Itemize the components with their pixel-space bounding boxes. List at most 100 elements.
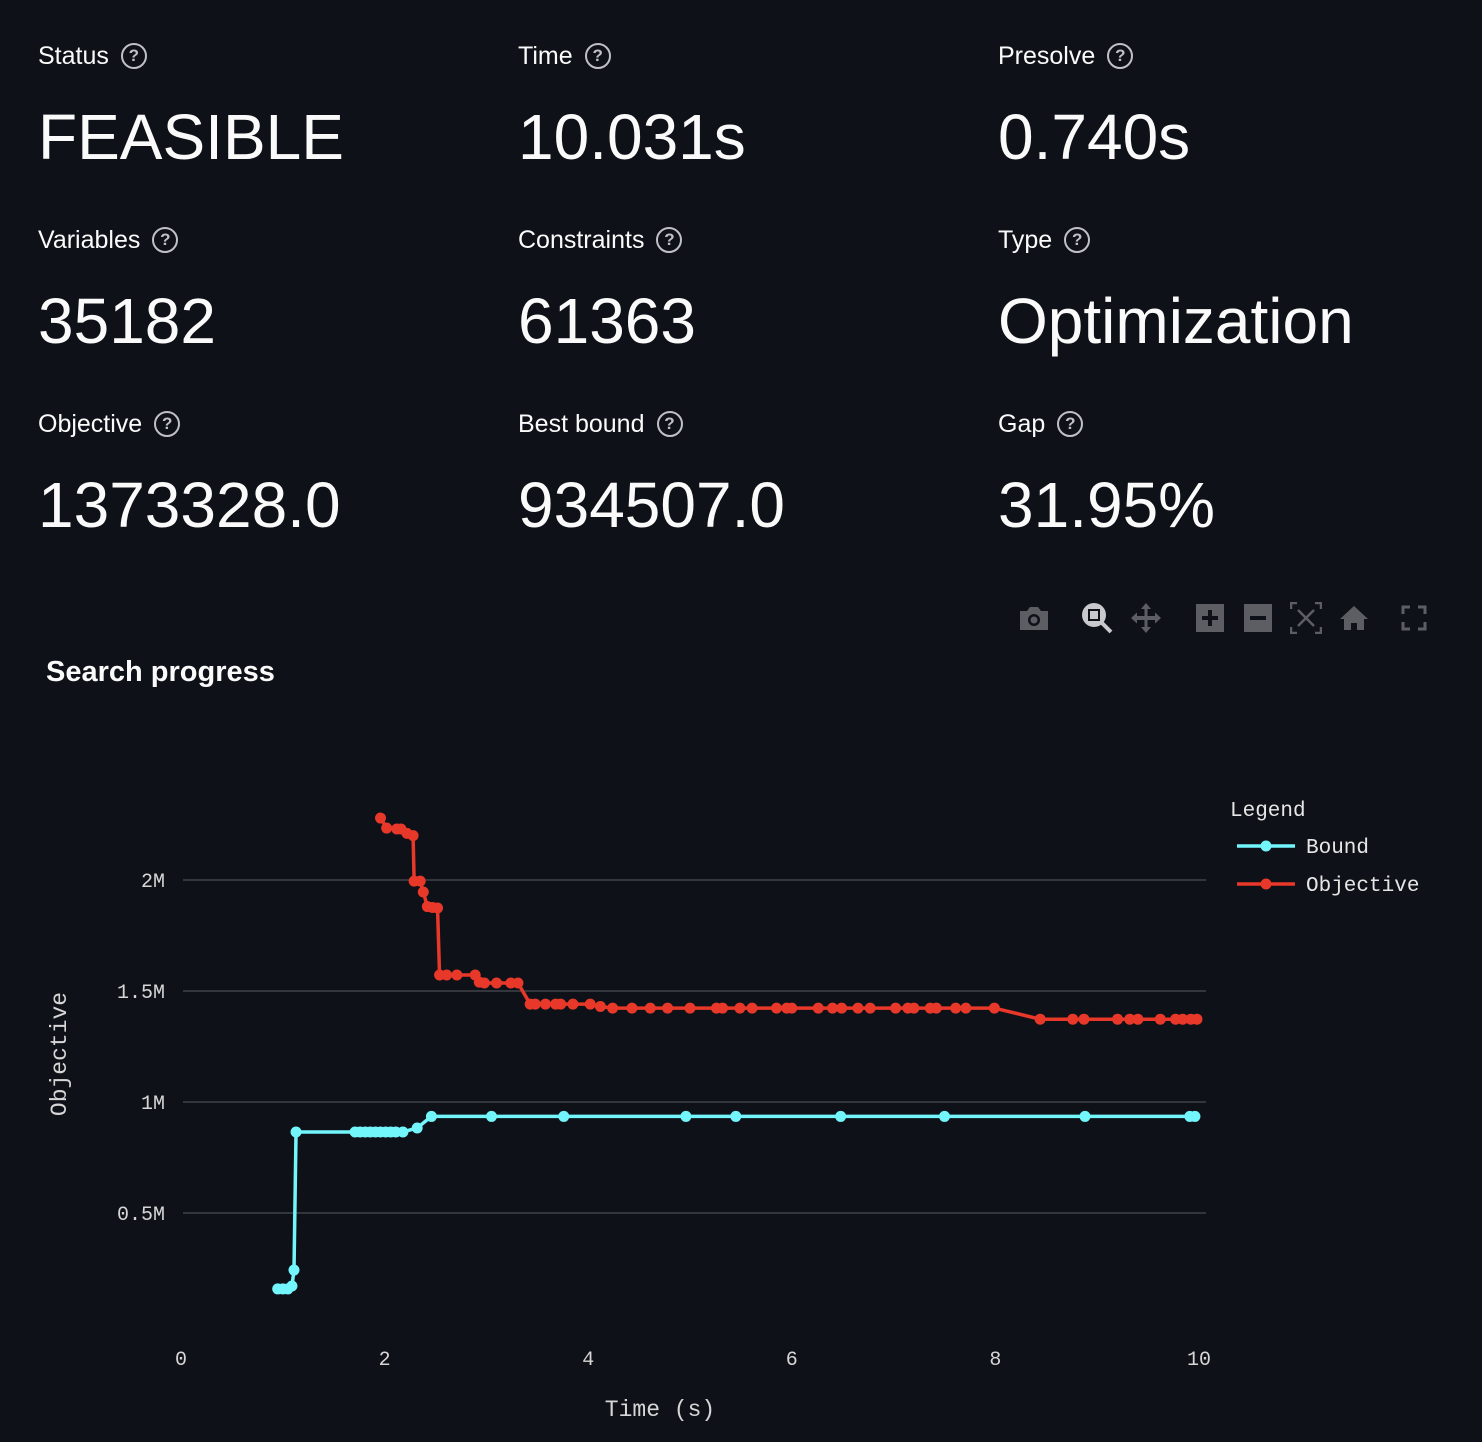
metric-best-bound: Best bound? 934507.0: [518, 408, 978, 541]
metric-label-text: Time: [518, 41, 573, 70]
help-icon[interactable]: ?: [656, 411, 683, 437]
legend-item: Bound: [1306, 837, 1369, 860]
data-point: [835, 1110, 847, 1122]
x-tick-label: 10: [1187, 1349, 1211, 1372]
data-point: [930, 1002, 942, 1014]
data-point: [417, 886, 429, 898]
data-point: [786, 1002, 798, 1014]
data-point: [1154, 1013, 1166, 1025]
data-point: [414, 875, 426, 887]
data-point: [960, 1002, 972, 1014]
legend-marker: [1260, 878, 1272, 890]
help-icon[interactable]: ?: [120, 43, 147, 69]
metric-label: Status?: [38, 40, 498, 72]
y-tick-label: 0.5M: [117, 1204, 165, 1227]
metric-label: Constraints?: [518, 224, 978, 256]
zoom-in-icon[interactable]: [1192, 600, 1228, 636]
data-point: [411, 1122, 423, 1134]
zoom-icon[interactable]: [1079, 600, 1115, 636]
data-point: [485, 1110, 497, 1122]
metric-label-text: Status: [38, 41, 109, 70]
data-point: [1079, 1110, 1091, 1122]
metric-label: Objective?: [38, 408, 498, 440]
metric-type: Type? Optimization: [998, 224, 1458, 357]
x-tick-label: 4: [582, 1349, 594, 1372]
data-point: [381, 822, 393, 834]
data-point: [680, 1110, 692, 1122]
camera-icon[interactable]: [1016, 600, 1052, 636]
data-point: [529, 998, 541, 1010]
y-tick-label: 2M: [141, 871, 165, 894]
data-point: [939, 1110, 950, 1122]
help-icon[interactable]: ?: [152, 227, 179, 253]
data-point: [836, 1002, 848, 1014]
help-icon[interactable]: ?: [1064, 227, 1091, 253]
metric-value: 10.031s: [518, 101, 746, 173]
y-axis-title: Objective: [47, 992, 73, 1116]
metric-label: Best bound?: [518, 408, 978, 440]
metric-label: Variables?: [38, 224, 498, 256]
metric-variables: Variables? 35182: [38, 224, 498, 357]
metric-objective: Objective? 1373328.0: [38, 408, 498, 541]
series-line: [277, 1114, 1195, 1291]
metric-value: Optimization: [998, 285, 1354, 357]
data-point: [684, 1002, 696, 1014]
metric-label-text: Best bound: [518, 409, 645, 438]
data-point: [734, 1002, 746, 1014]
series-line: [379, 817, 1197, 1021]
data-point: [584, 998, 596, 1010]
data-point: [441, 969, 453, 981]
help-icon[interactable]: ?: [1057, 411, 1084, 437]
help-icon[interactable]: ?: [656, 227, 683, 253]
x-tick-label: 2: [379, 1349, 391, 1372]
metric-value: 934507.0: [518, 469, 785, 541]
legend-marker: [1260, 840, 1272, 852]
metric-presolve: Presolve? 0.740s: [998, 40, 1458, 173]
data-point: [1078, 1013, 1090, 1025]
y-tick-label: 1M: [141, 1093, 165, 1116]
metric-value: 61363: [518, 285, 696, 357]
data-point: [491, 977, 503, 989]
metric-label: Type?: [998, 224, 1458, 256]
legend-title: Legend: [1230, 800, 1306, 823]
help-icon[interactable]: ?: [154, 411, 181, 437]
x-axis-title: Time (s): [605, 1397, 715, 1423]
fullscreen-icon[interactable]: [1396, 600, 1432, 636]
metric-value: 31.95%: [998, 469, 1216, 541]
data-point: [1034, 1013, 1046, 1025]
data-point: [1189, 1110, 1201, 1122]
data-point: [375, 812, 387, 824]
data-point: [988, 1002, 1000, 1014]
data-point: [478, 977, 490, 989]
data-point: [567, 998, 579, 1010]
data-point: [730, 1110, 742, 1122]
metric-status: Status? FEASIBLE: [38, 40, 498, 173]
data-point: [288, 1264, 300, 1276]
search-progress-chart[interactable]: 0.5M 1M 1.5M 2M 0 2 4 6 8 10 Time (s) Objective Boun…: [0, 700, 1482, 1442]
data-point: [1067, 1013, 1079, 1025]
home-icon[interactable]: [1336, 600, 1372, 636]
data-point: [1191, 1013, 1203, 1025]
metric-value: 35182: [38, 285, 216, 357]
zoom-out-icon[interactable]: [1240, 600, 1276, 636]
metric-label-text: Objective: [38, 409, 143, 438]
data-point: [908, 1002, 920, 1014]
metric-label: Gap?: [998, 408, 1458, 440]
metric-gap: Gap? 31.95%: [998, 408, 1458, 541]
data-point: [512, 977, 524, 989]
metric-constraints: Constraints? 61363: [518, 224, 978, 357]
help-icon[interactable]: ?: [1107, 43, 1134, 69]
metric-label-text: Variables: [38, 225, 141, 254]
data-point: [827, 1002, 839, 1014]
data-point: [286, 1280, 298, 1292]
data-point: [852, 1002, 864, 1014]
data-point: [812, 1002, 824, 1014]
help-icon[interactable]: ?: [584, 43, 611, 69]
series-objective: [375, 812, 1203, 1025]
pan-icon[interactable]: [1128, 600, 1164, 636]
data-point: [555, 998, 567, 1010]
data-point: [717, 1002, 729, 1014]
x-tick-label: 0: [175, 1349, 187, 1372]
data-point: [890, 1002, 902, 1014]
autoscale-icon[interactable]: [1288, 600, 1324, 636]
